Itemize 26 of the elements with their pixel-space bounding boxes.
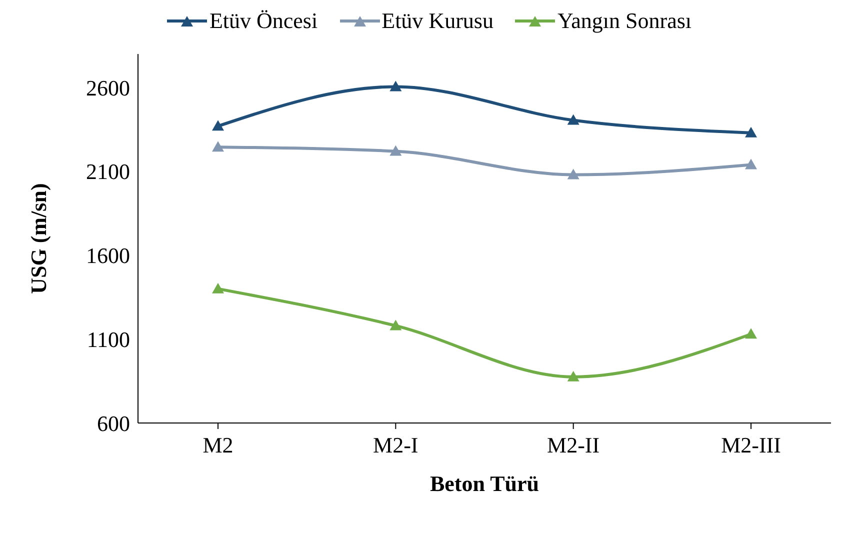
y-tick-label: 2100 [86, 159, 130, 184]
y-tick-label: 2600 [86, 75, 130, 100]
point [567, 114, 580, 125]
point [212, 282, 224, 294]
y-tick-label: 600 [97, 410, 130, 436]
point [390, 145, 402, 156]
legend-label: Etüv Öncesi [209, 8, 318, 34]
point [567, 370, 580, 382]
point [212, 120, 224, 131]
point [567, 168, 580, 180]
x-tick-label: M2-III [721, 432, 781, 458]
y-tick-label: 1600 [86, 243, 130, 268]
x-tick-label: M2-II [547, 432, 600, 458]
x-tick-label: M2 [202, 432, 234, 458]
legend-label: Etüv Kurusu [382, 8, 494, 34]
y-axis-title: USG (m/sn) [26, 183, 51, 294]
y-tick-label: 1100 [86, 326, 130, 352]
point [745, 158, 757, 170]
x-tick-label: M2-I [373, 432, 418, 458]
x-axis-title: Beton Türü [430, 471, 540, 496]
point [745, 126, 757, 138]
legend-label: Yangın Sonrası [557, 8, 692, 34]
point [212, 141, 224, 152]
point [745, 328, 757, 339]
point [390, 320, 402, 330]
point [390, 80, 402, 92]
